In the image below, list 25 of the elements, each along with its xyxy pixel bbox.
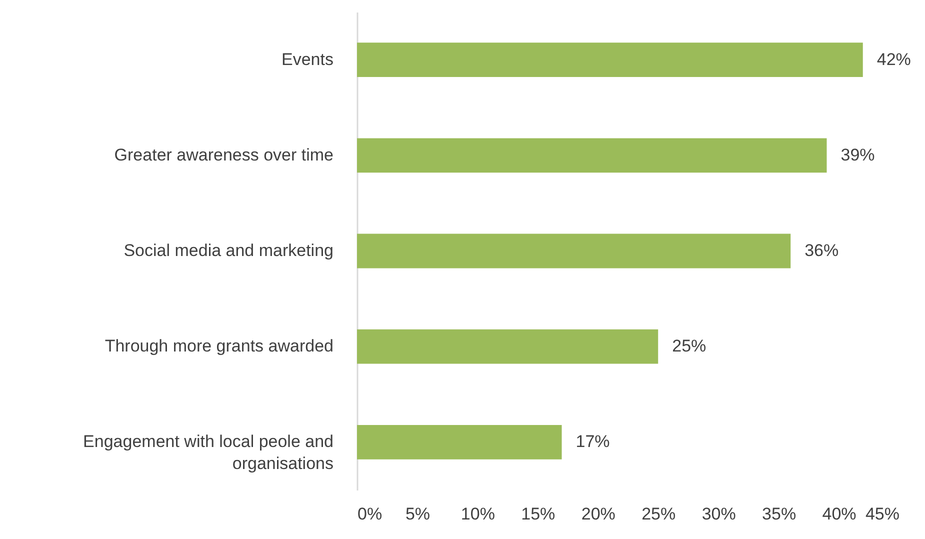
y-tick-label: Through more grants awarded xyxy=(104,336,334,356)
data-label: 25% xyxy=(672,336,706,356)
bar xyxy=(357,234,791,268)
y-tick-label: Events xyxy=(282,50,334,69)
x-tick-label: 30% xyxy=(702,504,736,524)
data-label: 36% xyxy=(804,241,839,260)
x-tick-label: 15% xyxy=(521,504,556,524)
y-tick-label: Engagement with local peole and organisations xyxy=(83,432,334,474)
data-label: 17% xyxy=(576,432,610,452)
y-tick-label: Social media and marketing xyxy=(124,241,334,260)
x-tick-label: 5% xyxy=(405,504,430,524)
bar xyxy=(357,424,562,460)
data-label: 42% xyxy=(876,50,911,69)
y-tick-label: Greater awareness over time xyxy=(114,145,334,164)
x-tick-label: 10% xyxy=(460,504,495,524)
x-tick-label: 40% xyxy=(822,504,856,524)
x-tick-label: 45% xyxy=(865,504,900,524)
bar xyxy=(357,329,658,364)
x-tick-label: 35% xyxy=(762,504,796,524)
x-tick-label: 25% xyxy=(642,504,676,524)
x-tick-label: 0% xyxy=(358,504,382,524)
bar xyxy=(357,42,863,78)
data-label: 39% xyxy=(840,145,875,164)
x-tick-label: 20% xyxy=(581,504,616,524)
bar xyxy=(357,138,827,173)
